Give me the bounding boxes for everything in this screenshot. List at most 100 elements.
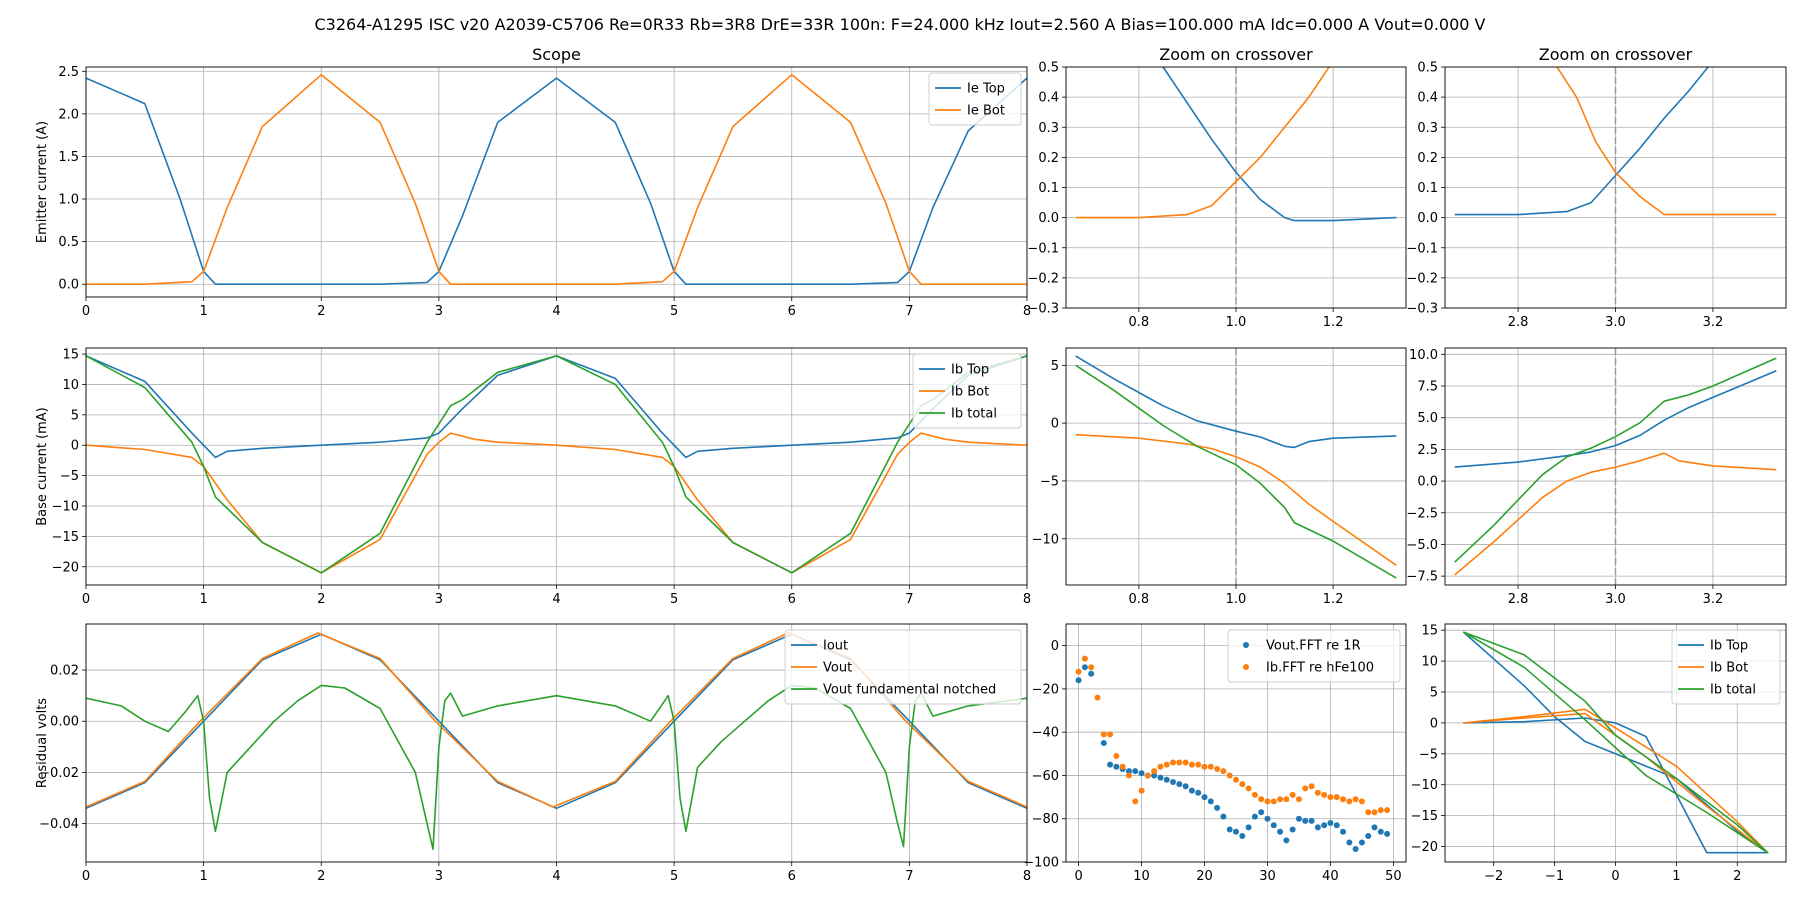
legend-box [912, 353, 1022, 429]
y-tick-label: 0 [71, 439, 79, 454]
x-tick-label: 4 [552, 869, 560, 884]
y-tick-label: −80 [1032, 812, 1059, 827]
y-tick-label: −10 [1032, 532, 1059, 547]
data-point-vout-fft-re-1r [1314, 824, 1321, 831]
data-point-ib-fft-re-hfe100 [1220, 768, 1227, 775]
x-tick-label: 8 [1023, 869, 1031, 884]
y-tick-label: −10 [52, 500, 79, 515]
legend-label: Vout.FFT re 1R [1266, 639, 1361, 654]
x-tick-label: 8 [1023, 592, 1031, 607]
data-point-vout-fft-re-1r [1277, 828, 1284, 835]
chart-p3: 0 1 2 3 4 5 6 7 8 −20 −15 −10 −5 0 5 10 15 Base current (… [35, 347, 1031, 607]
x-tick-label: 0 [82, 869, 90, 884]
x-tick-label: 2 [317, 869, 325, 884]
y-tick-label: 0.02 [50, 664, 79, 679]
panel-title: Scope [532, 45, 581, 64]
data-point-ib-fft-re-hfe100 [1384, 807, 1391, 814]
x-tick-label: 30 [1259, 869, 1276, 884]
data-point-ib-fft-re-hfe100 [1277, 796, 1284, 803]
data-point-vout-fft-re-1r [1201, 794, 1208, 801]
y-tick-label: −7.5 [1406, 570, 1438, 585]
data-point-vout-fft-re-1r [1384, 830, 1391, 837]
y-tick-label: 5 [71, 408, 79, 423]
data-point-vout-fft-re-1r [1258, 809, 1265, 816]
data-point-vout-fft-re-1r [1283, 837, 1290, 844]
data-point-vout-fft-re-1r [1365, 833, 1372, 840]
chart-p6: 0 1 2 3 4 5 6 7 8 −0.04 −0.02 0.00 0.02 Residual volt… [35, 623, 1031, 884]
data-point-vout-fft-re-1r [1352, 846, 1359, 853]
data-point-vout-fft-re-1r [1295, 815, 1302, 822]
data-point-ib-fft-re-hfe100 [1365, 809, 1372, 816]
data-point-ib-fft-re-hfe100 [1327, 794, 1334, 801]
chart-p1: 0.8 1.0 1.2 −0.3 −0.2 −0.1 0.0 0.1 0.2 0.3 0.4 0.5 Z… [1027, 45, 1407, 330]
data-point-vout-fft-re-1r [1333, 822, 1340, 829]
x-tick-label: 1.0 [1226, 315, 1247, 330]
data-point-ib-fft-re-hfe100 [1182, 759, 1189, 766]
data-point-vout-fft-re-1r [1226, 826, 1233, 833]
x-tick-label: 8 [1023, 304, 1031, 319]
legend-label: Ib Bot [951, 385, 989, 400]
y-tick-label: 0.1 [1417, 181, 1438, 196]
data-point-ib-fft-re-hfe100 [1377, 807, 1384, 814]
y-tick-label: 0.0 [1038, 211, 1059, 226]
y-tick-label: 0.2 [1038, 151, 1059, 166]
series-line-ib-bot [1454, 452, 1777, 576]
legend-label: Vout [823, 661, 852, 676]
y-tick-label: −0.2 [1027, 271, 1059, 286]
data-point-ib-fft-re-hfe100 [1239, 781, 1246, 788]
legend-label: Ib.FFT re hFe100 [1266, 661, 1374, 676]
data-point-ib-fft-re-hfe100 [1251, 791, 1258, 798]
x-tick-label: 7 [905, 869, 913, 884]
series-line-ib-total [1462, 631, 1769, 854]
data-point-vout-fft-re-1r [1264, 815, 1271, 822]
data-point-vout-fft-re-1r [1195, 789, 1202, 796]
data-point-ib-fft-re-hfe100 [1352, 796, 1359, 803]
y-tick-label: 7.5 [1417, 380, 1438, 395]
data-point-ib-fft-re-hfe100 [1226, 772, 1233, 779]
data-point-vout-fft-re-1r [1327, 820, 1334, 827]
data-point-ib-fft-re-hfe100 [1289, 791, 1296, 798]
y-tick-label: 0 [1051, 417, 1059, 432]
x-tick-label: 1 [199, 304, 207, 319]
data-point-vout-fft-re-1r [1308, 817, 1315, 824]
series-line-ie-bot [86, 73, 1027, 286]
x-tick-label: 1 [1672, 869, 1680, 884]
data-point-vout-fft-re-1r [1377, 828, 1384, 835]
y-tick-label: 10.0 [1409, 348, 1438, 363]
series-line-ie-bot [1556, 67, 1777, 216]
data-point-vout-fft-re-1r [1163, 776, 1170, 783]
legend-label: Ie Bot [967, 104, 1005, 119]
x-tick-label: 6 [788, 304, 796, 319]
y-tick-label: 0.5 [1417, 61, 1438, 76]
data-point-vout-fft-re-1r [1081, 664, 1088, 671]
y-tick-label: 2.5 [1417, 443, 1438, 458]
x-tick-label: 2 [317, 304, 325, 319]
legend-label: Ib Bot [1710, 661, 1748, 676]
x-tick-label: 1 [199, 869, 207, 884]
y-tick-label: −15 [1411, 809, 1438, 824]
data-point-vout-fft-re-1r [1371, 824, 1378, 831]
data-point-vout-fft-re-1r [1157, 774, 1164, 781]
y-tick-label: 5 [1430, 686, 1438, 701]
series-line-ie-top [86, 77, 1027, 286]
series-line-ib-total [1454, 357, 1777, 563]
series-line-ie-top [1162, 67, 1397, 222]
legend: Vout.FFT re 1R Ib.FFT re hFe100 [1227, 629, 1401, 683]
data-point-ib-fft-re-hfe100 [1075, 668, 1082, 675]
y-tick-label: 0.0 [58, 278, 79, 293]
data-point-vout-fft-re-1r [1132, 768, 1139, 775]
y-tick-label: −15 [52, 530, 79, 545]
legend-label: Ie Top [967, 82, 1005, 97]
y-tick-label: 2.0 [58, 107, 79, 122]
y-tick-label: 0.4 [1417, 91, 1438, 106]
data-point-vout-fft-re-1r [1176, 781, 1183, 788]
data-point-ib-fft-re-hfe100 [1321, 791, 1328, 798]
y-axis-label: Emitter current (A) [35, 121, 50, 243]
y-tick-label: 0.0 [1417, 475, 1438, 490]
data-point-ib-fft-re-hfe100 [1201, 763, 1208, 770]
legend-marker [1243, 642, 1249, 648]
series-line-vout-fundamental-notched [86, 684, 1027, 851]
x-tick-label: 1 [199, 592, 207, 607]
x-tick-label: 0 [1611, 869, 1619, 884]
